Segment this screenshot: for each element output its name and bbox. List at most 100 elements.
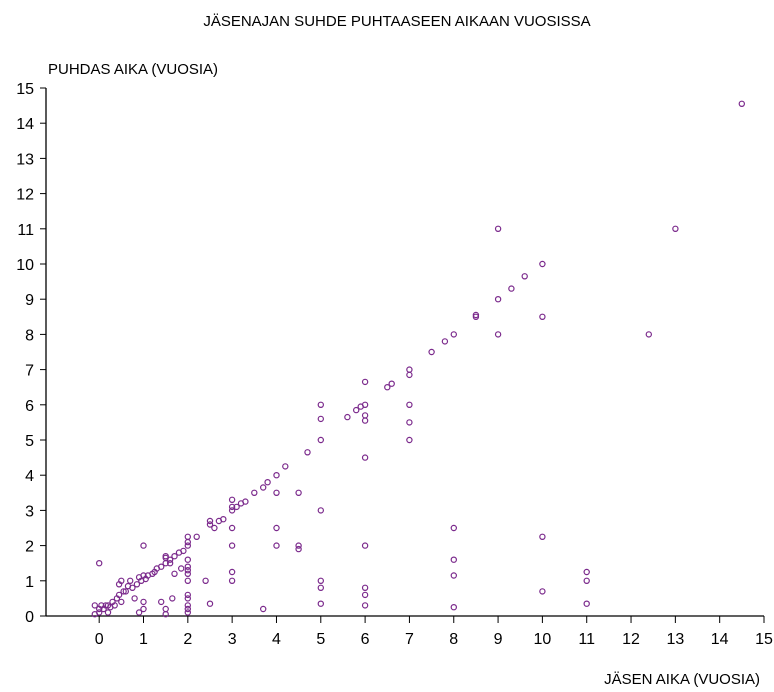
data-point <box>539 313 546 320</box>
data-point <box>406 371 413 379</box>
y-tick-label: 9 <box>25 292 34 309</box>
data-point <box>384 384 391 391</box>
data-point <box>118 577 125 585</box>
y-tick-label: 0 <box>25 609 34 626</box>
data-point <box>120 588 127 595</box>
data-point <box>162 605 169 613</box>
data-point <box>122 588 130 595</box>
data-point <box>166 560 174 567</box>
data-point <box>228 568 236 576</box>
data-point <box>273 472 280 479</box>
data-point <box>184 602 191 609</box>
data-point <box>104 609 112 616</box>
data-point <box>494 331 502 338</box>
data-point <box>228 577 236 585</box>
data-point <box>184 556 191 563</box>
data-point <box>282 463 289 470</box>
x-tick-label: 2 <box>183 631 192 648</box>
data-point <box>228 503 236 511</box>
data-point <box>228 496 236 503</box>
data-points <box>91 100 746 618</box>
y-tick-label: 14 <box>16 116 34 133</box>
data-point <box>295 542 302 549</box>
data-point <box>583 577 590 585</box>
y-tick-label: 10 <box>16 257 34 274</box>
data-point <box>157 598 165 606</box>
data-point <box>494 225 502 232</box>
data-point <box>406 419 413 426</box>
data-point <box>317 401 324 408</box>
data-point <box>184 542 191 549</box>
x-tick-label: 12 <box>622 631 640 648</box>
data-point <box>184 577 191 585</box>
data-point <box>361 591 369 599</box>
data-point <box>211 524 218 532</box>
data-point <box>361 602 369 609</box>
data-point <box>317 436 324 444</box>
data-point <box>361 584 369 592</box>
data-point <box>126 577 134 585</box>
data-point <box>184 538 191 546</box>
data-point <box>450 572 457 579</box>
x-tick-label: 3 <box>228 631 237 648</box>
data-point <box>115 591 123 599</box>
data-point <box>206 517 214 525</box>
data-point <box>251 489 258 496</box>
data-point <box>180 547 187 555</box>
x-tick-label: 7 <box>405 631 414 648</box>
data-point <box>184 570 191 578</box>
chart-title: JÄSENAJAN SUHDE PUHTAASEEN AIKAAN VUOSIS… <box>203 13 590 30</box>
x-tick-label: 8 <box>449 631 458 648</box>
data-point <box>140 542 147 549</box>
data-point <box>406 401 413 408</box>
data-point <box>202 577 209 585</box>
y-tick-label: 1 <box>25 574 34 591</box>
data-point <box>171 553 178 560</box>
data-point <box>133 581 141 588</box>
data-point <box>672 225 679 232</box>
data-point <box>361 401 369 408</box>
x-tick-label: 5 <box>316 631 325 648</box>
data-point <box>242 498 249 505</box>
y-tick-label: 5 <box>25 433 34 450</box>
data-point <box>273 524 280 532</box>
data-point <box>361 454 369 461</box>
data-point <box>171 570 178 578</box>
data-point <box>583 568 590 576</box>
data-point <box>228 524 236 532</box>
data-point <box>317 600 324 607</box>
data-point <box>184 605 191 613</box>
data-point <box>539 260 546 268</box>
data-point <box>162 611 169 618</box>
data-point <box>508 285 515 292</box>
data-point <box>472 311 480 319</box>
data-point <box>273 489 280 496</box>
data-point <box>353 406 360 414</box>
data-point <box>118 598 125 606</box>
data-point <box>129 584 136 592</box>
data-point <box>184 567 191 574</box>
data-point <box>177 565 185 572</box>
data-point <box>317 415 324 423</box>
data-point <box>317 507 324 514</box>
data-point <box>228 542 236 549</box>
data-point <box>184 595 191 602</box>
x-tick-label: 15 <box>755 631 773 648</box>
data-point <box>539 588 546 595</box>
y-tick-label: 6 <box>25 398 34 415</box>
data-point <box>220 516 227 523</box>
x-tick-label: 6 <box>361 631 370 648</box>
x-tick-label: 1 <box>139 631 148 648</box>
x-tick-label: 10 <box>533 631 551 648</box>
data-point <box>361 417 369 424</box>
data-point <box>406 436 413 444</box>
data-point <box>140 605 147 613</box>
data-point <box>233 503 240 511</box>
data-point <box>295 489 302 496</box>
x-tick-label: 11 <box>578 631 595 648</box>
x-tick-label: 13 <box>666 631 684 648</box>
y-tick-label: 2 <box>25 539 34 556</box>
y-tick-label: 13 <box>16 151 34 168</box>
